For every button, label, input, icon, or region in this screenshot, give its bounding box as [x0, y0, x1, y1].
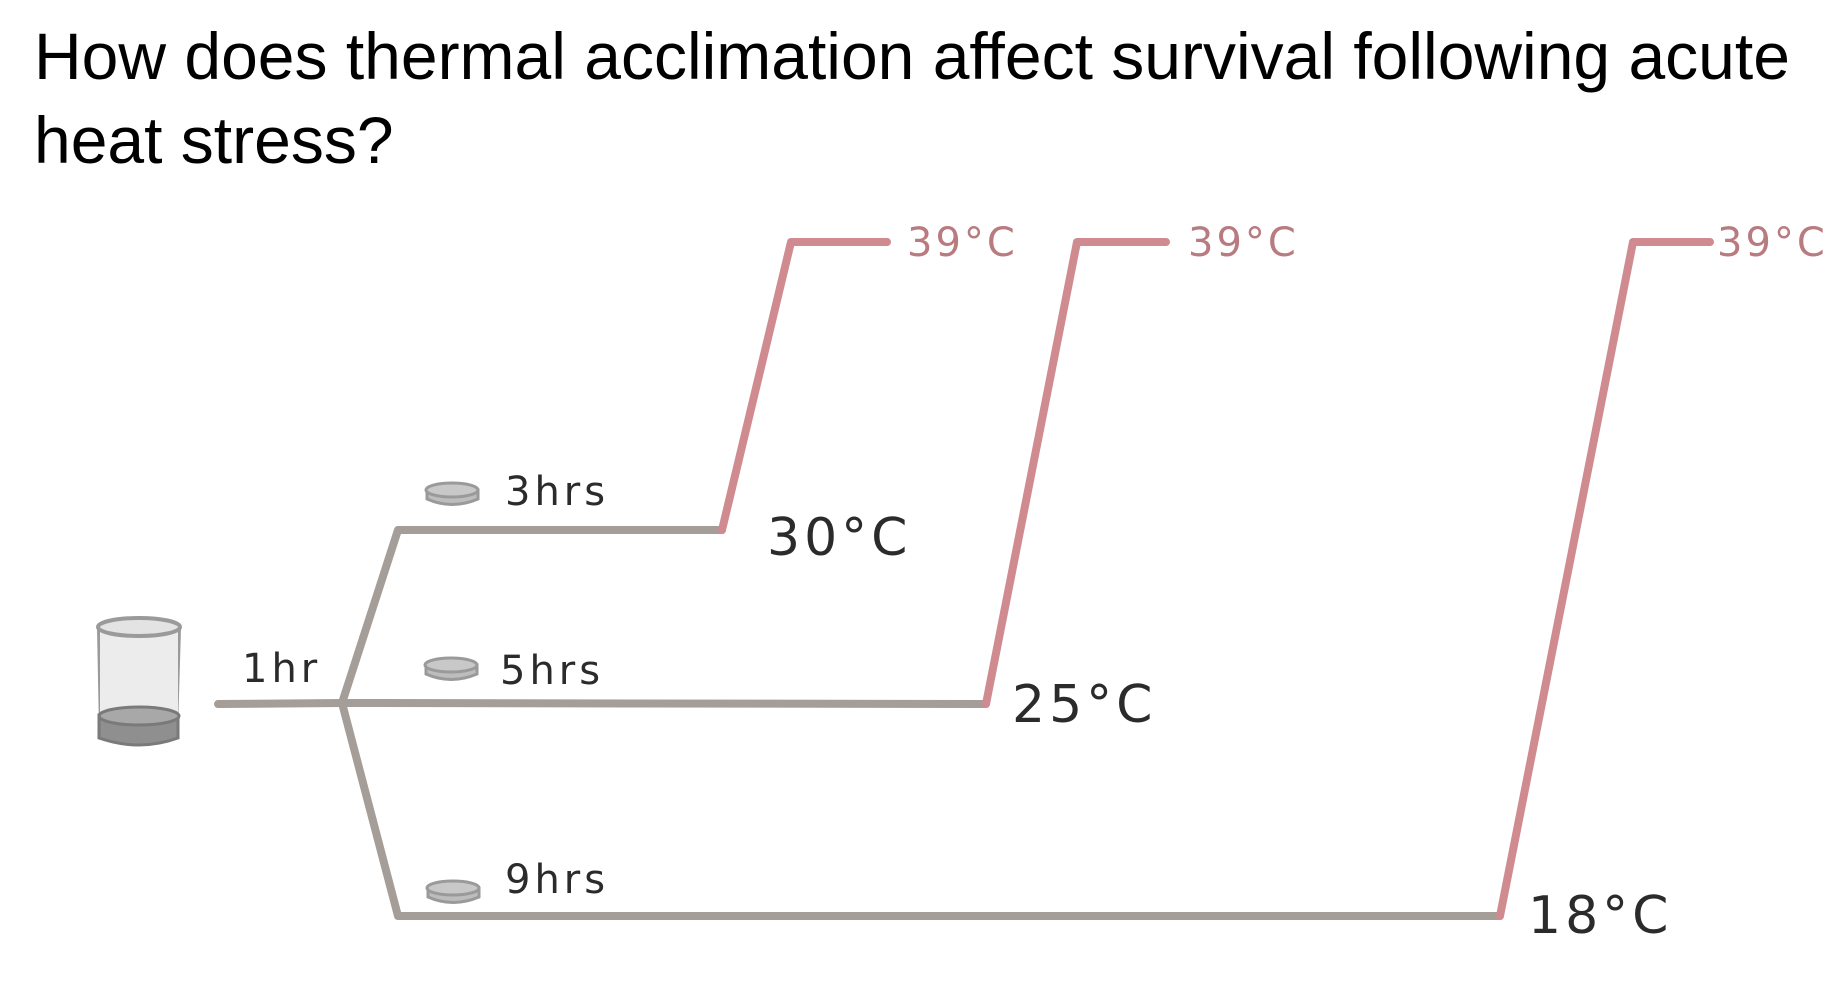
- petri-dish-icon: [424, 481, 480, 506]
- petri-dish-icon: [423, 656, 479, 681]
- stem-line: [214, 699, 346, 708]
- acclimation-temp-3: 18°C: [1528, 886, 1672, 946]
- acclimation-temp-1: 30°C: [767, 508, 911, 568]
- time-label-9hrs: 9hrs: [505, 857, 609, 903]
- heat-stress-temp-2: 39°C: [1188, 220, 1299, 266]
- time-label-5hrs: 5hrs: [500, 648, 604, 694]
- time-label-3hrs: 3hrs: [505, 469, 609, 515]
- acclimation-temp-2: 25°C: [1012, 675, 1156, 735]
- petri-dish-icon: [425, 879, 481, 904]
- heat-line-2: [982, 238, 1170, 708]
- start-label: 1hr: [242, 646, 321, 692]
- beaker-icon: [96, 616, 182, 747]
- branch-line-5hrs: [338, 699, 990, 708]
- branch-line-3hrs: [338, 526, 726, 707]
- heat-line-3: [1496, 238, 1714, 920]
- heat-stress-temp-3: 39°C: [1717, 220, 1828, 266]
- slide-title: How does thermal acclimation affect surv…: [34, 19, 1790, 177]
- branch-line-9hrs: [338, 699, 1504, 920]
- heat-stress-temp-1: 39°C: [907, 220, 1018, 266]
- heat-line-1: [718, 238, 891, 534]
